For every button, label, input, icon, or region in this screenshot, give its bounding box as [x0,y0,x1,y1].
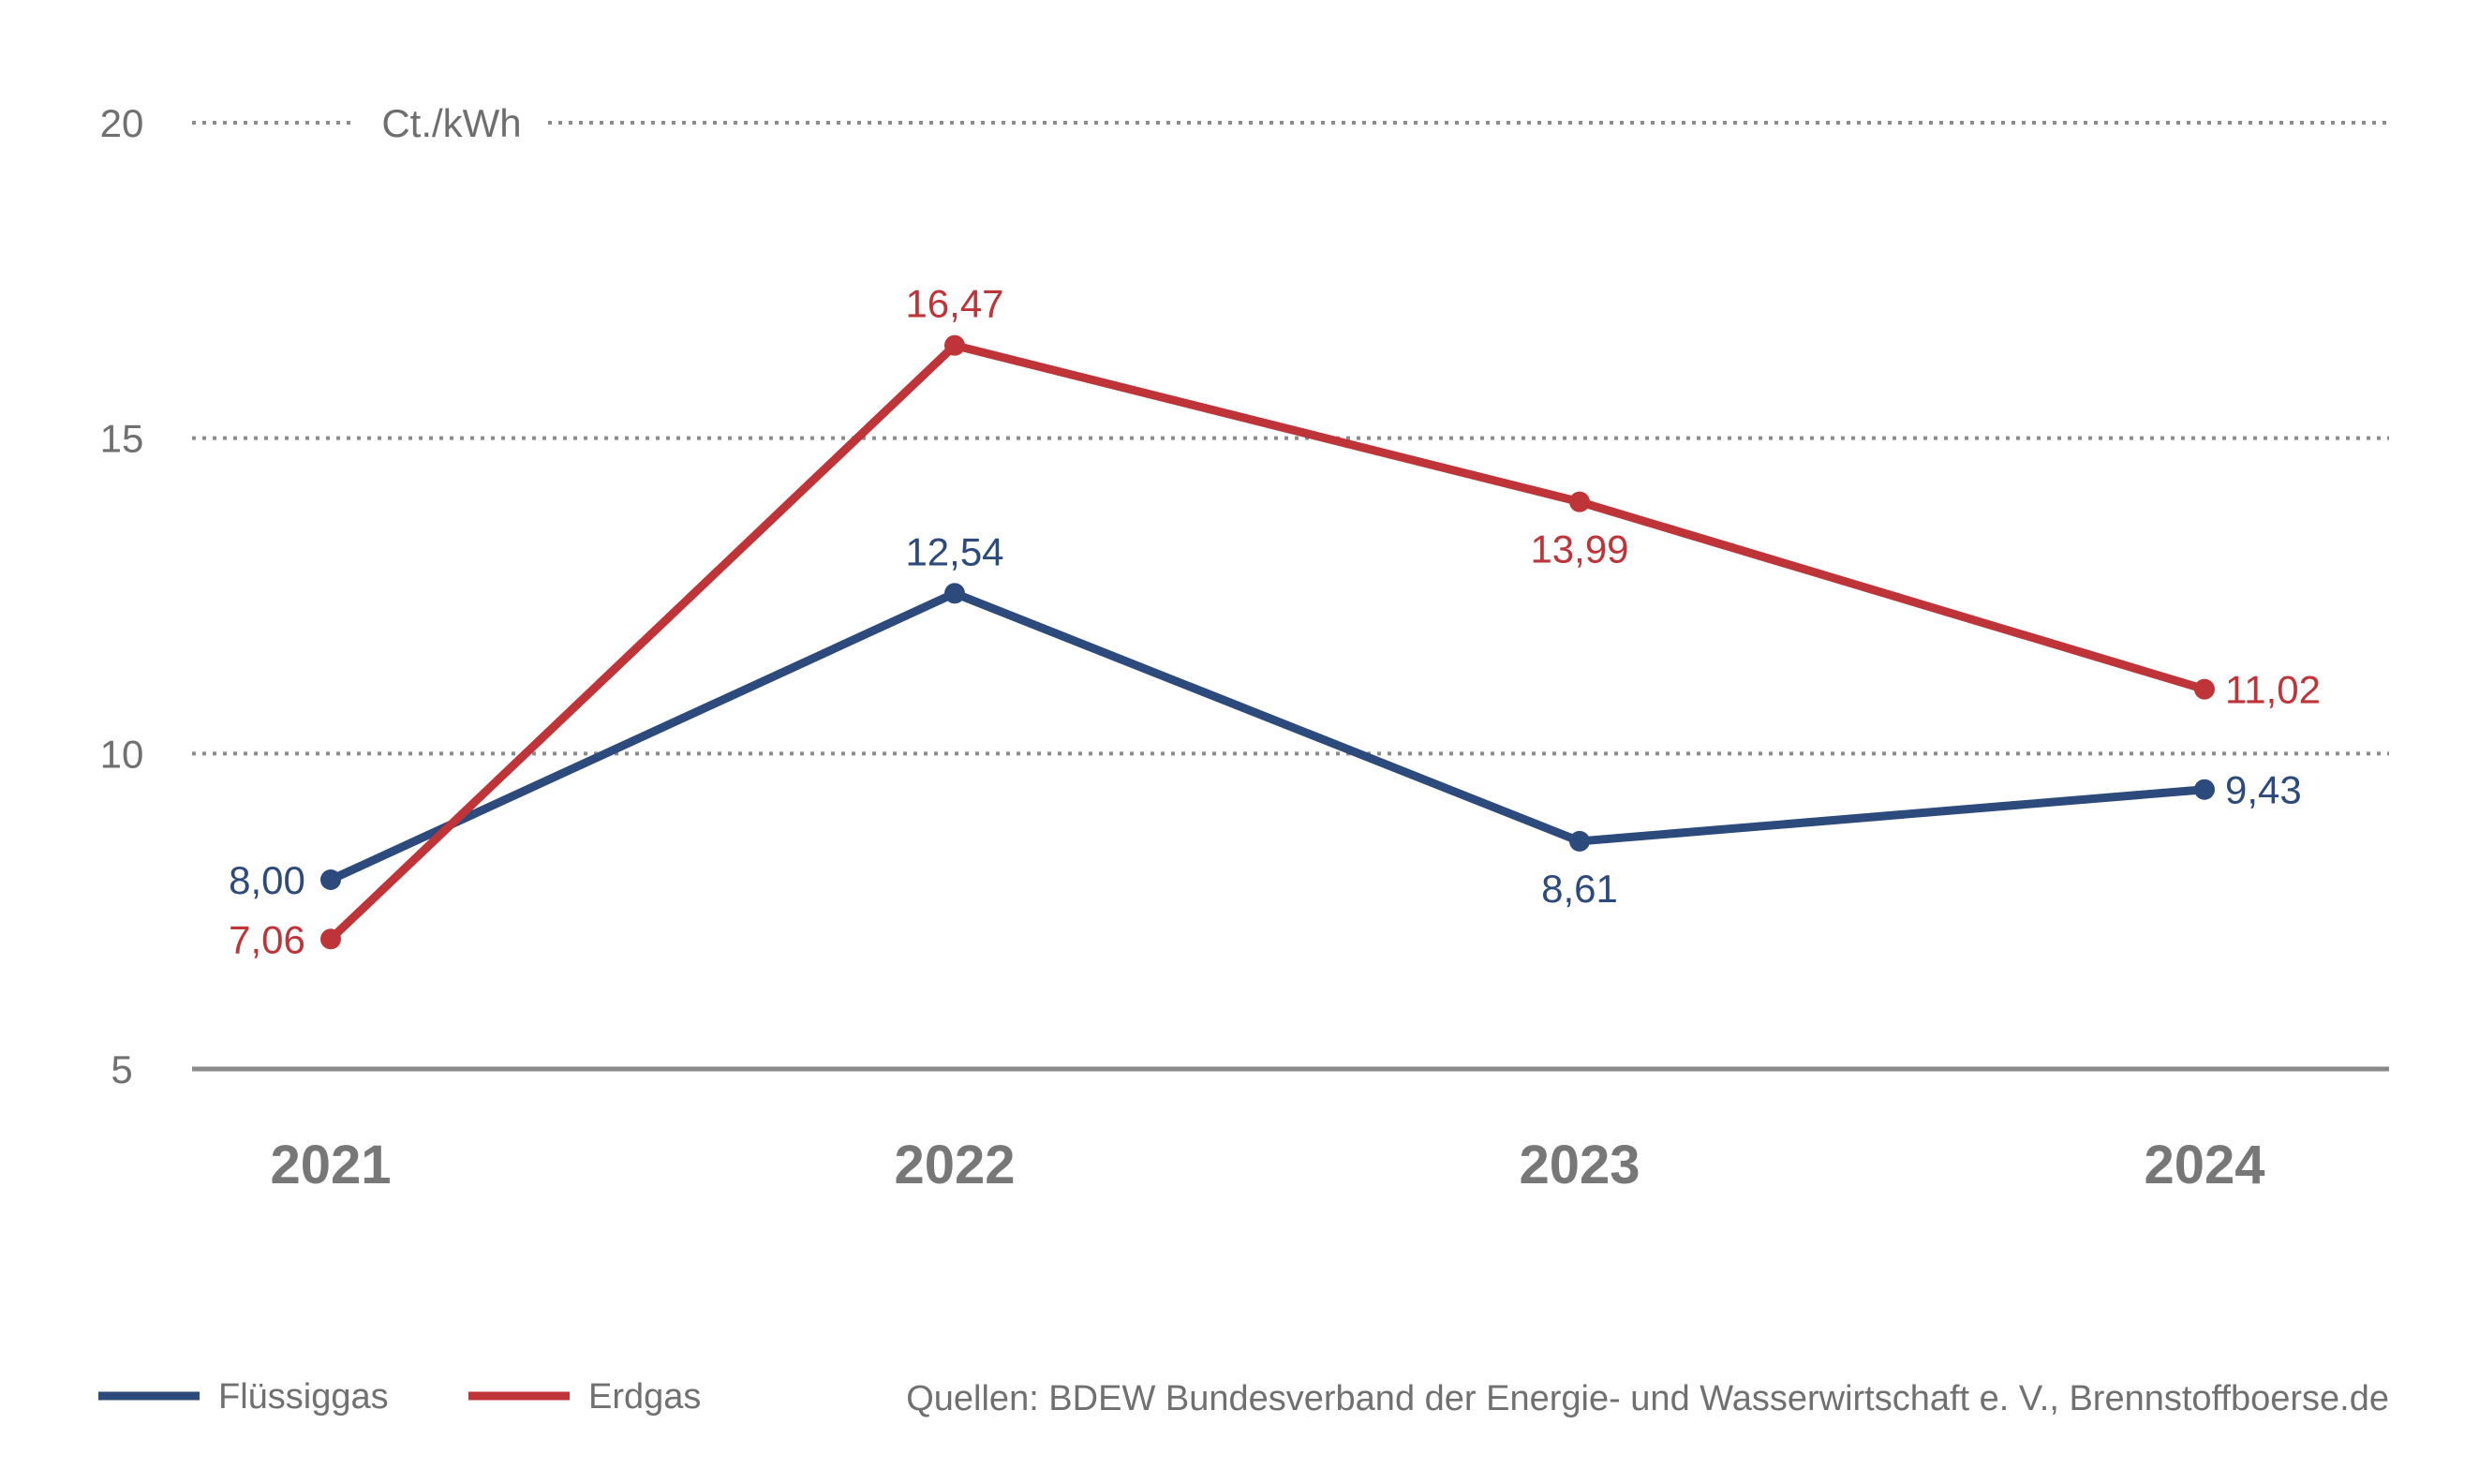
data-label: 13,99 [1530,527,1628,571]
source-note: Quellen: BDEW Bundesverband der Energie-… [906,1379,2389,1418]
series-flüssiggas: 8,00 12,54 8,61 9,43 [229,529,2302,911]
data-point [944,583,965,604]
y-tick-label: 5 [111,1047,132,1091]
x-tick-label: 2022 [894,1135,1015,1195]
data-label: 7,06 [229,917,305,961]
x-tick-label: 2021 [270,1135,391,1195]
series-group: 8,00 12,54 8,61 9,43 7,06 16,47 13,99 11,02 [229,282,2321,962]
series-line [326,341,2209,943]
y-tick-label: 15 [100,417,144,461]
unit-label: Ct./kWh [381,101,521,145]
data-point [1569,830,1590,852]
x-axis: 2021 2022 2023 2024 [270,1135,2264,1195]
legend: Flüssiggas Erdgas [98,1377,701,1417]
data-label: 8,00 [229,858,305,902]
gridlines [192,121,2389,1072]
data-label: 11,02 [2225,668,2321,712]
data-point [2194,678,2215,700]
data-label: 16,47 [905,282,1003,326]
y-axis: 5 10 15 20 [100,101,144,1091]
data-point [320,869,341,890]
legend-label: Flüssiggas [218,1377,389,1417]
series-line [326,588,2209,884]
data-point [320,928,341,950]
data-point [944,334,965,356]
y-tick-label: 10 [100,732,144,776]
data-label: 9,43 [2225,768,2302,812]
data-point [2194,779,2215,800]
x-tick-label: 2024 [2144,1135,2264,1195]
series-erdgas: 7,06 16,47 13,99 11,02 [229,282,2321,962]
legend-label: Erdgas [588,1377,701,1417]
y-tick-label: 20 [100,101,144,145]
x-tick-label: 2023 [1519,1135,1640,1195]
data-label: 8,61 [1541,867,1618,911]
data-point [1569,491,1590,512]
data-label: 12,54 [905,529,1003,573]
